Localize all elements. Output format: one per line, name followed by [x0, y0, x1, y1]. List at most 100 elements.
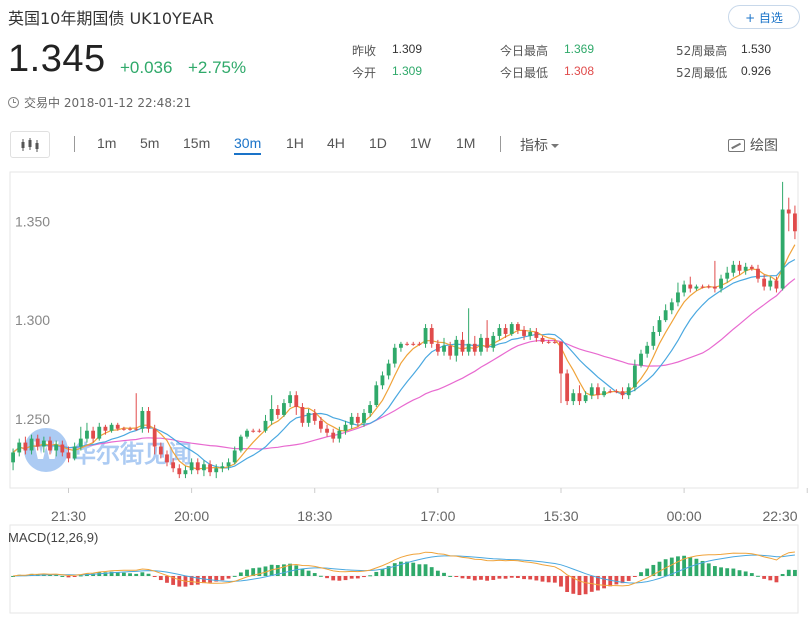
stat-day-high-value: 1.369: [564, 42, 595, 56]
y-tick-label: 1.250: [15, 411, 50, 427]
candle-body: [282, 403, 286, 415]
candle-body: [306, 412, 311, 423]
interval-1mo[interactable]: 1M: [456, 135, 476, 151]
candle-body: [688, 284, 693, 289]
toolbar-divider: [500, 136, 501, 152]
candle-body: [128, 428, 132, 430]
candle-body: [109, 424, 114, 431]
candle-body: [208, 464, 212, 473]
macd-histogram-bar: [251, 568, 256, 576]
candle-body: [72, 446, 77, 459]
macd-histogram-bar: [534, 576, 539, 581]
candle-body: [571, 393, 576, 402]
candle-body: [589, 387, 594, 396]
chart-toolbar: 1m 5m 15m 30m 1H 4H 1D 1W 1M 指标 绘图: [8, 130, 800, 160]
macd-histogram-bar: [238, 572, 243, 576]
candle-body: [251, 430, 256, 432]
instrument-title: 英国10年期国债 UK10YEAR: [8, 9, 214, 28]
stat-prev-close-label: 昨收: [352, 44, 377, 58]
stat-52w-high-label: 52周最高: [676, 44, 728, 58]
candle-body: [682, 284, 687, 293]
macd-histogram-bar: [288, 563, 293, 576]
candle-body: [23, 442, 28, 451]
macd-histogram-bar: [282, 564, 286, 576]
candle-body: [78, 438, 83, 447]
candle-body: [232, 450, 237, 463]
x-tick-label: 17:00: [420, 508, 455, 524]
candle-body: [645, 345, 650, 354]
candle-body: [54, 444, 59, 451]
macd-histogram-bar: [540, 576, 545, 582]
candle-body: [706, 286, 711, 288]
candle-body: [565, 373, 570, 402]
candle-body: [676, 292, 680, 303]
candle-body: [577, 393, 582, 402]
candle-body: [737, 264, 742, 271]
candle-body: [318, 420, 323, 429]
interval-1m[interactable]: 1m: [97, 135, 117, 151]
candle-body: [786, 209, 791, 214]
macd-histogram-bar: [128, 573, 132, 576]
candle-body: [355, 416, 360, 423]
macd-histogram-bar: [639, 572, 643, 576]
candlestick-type-button[interactable]: [10, 131, 50, 158]
macd-histogram-bar: [669, 557, 674, 576]
interval-5m[interactable]: 5m: [140, 135, 160, 151]
macd-histogram-bar: [275, 565, 280, 576]
candle-body: [528, 331, 533, 336]
candlestick-icon: [21, 137, 39, 152]
candle-body: [620, 391, 625, 396]
interval-1w[interactable]: 1W: [410, 135, 431, 151]
candle-body: [614, 391, 619, 393]
macd-histogram-bar: [577, 576, 582, 596]
ma-fast-line: [12, 244, 796, 470]
candle-body: [300, 407, 305, 423]
interval-15m[interactable]: 15m: [183, 135, 211, 151]
macd-histogram-bar: [559, 576, 563, 587]
add-watchlist-button[interactable]: + 自选: [728, 5, 800, 29]
macd-histogram-bar: [749, 573, 754, 576]
trading-status: 交易中 2018-01-12 22:48:21: [8, 94, 191, 111]
candle-body: [479, 337, 483, 352]
macd-histogram-bar: [503, 576, 508, 579]
macd-histogram-bar: [103, 572, 108, 576]
macd-histogram-bar: [645, 568, 650, 576]
interval-1d[interactable]: 1D: [369, 135, 387, 151]
candle-body: [743, 266, 748, 271]
macd-histogram-bar: [54, 574, 59, 576]
macd-histogram-bar: [676, 556, 680, 576]
candle-body: [134, 428, 139, 430]
candle-body: [195, 462, 200, 471]
macd-histogram-bar: [485, 576, 490, 581]
macd-histogram-bar: [786, 569, 791, 576]
draw-button[interactable]: 绘图: [728, 135, 778, 155]
stat-52w-low-value: 0.926: [741, 64, 772, 78]
macd-histogram-bar: [374, 571, 379, 576]
macd-histogram-bar: [300, 569, 305, 576]
candle-body: [503, 328, 508, 334]
macd-histogram-bar: [460, 576, 465, 579]
candle-body: [294, 395, 299, 408]
candle-body: [509, 324, 514, 334]
candle-body: [189, 462, 194, 471]
candle-body: [768, 280, 773, 287]
candle-body: [368, 405, 373, 413]
macd-histogram-bar: [479, 576, 483, 580]
macd-histogram-bar: [565, 576, 570, 593]
candle-body: [288, 395, 293, 404]
indicator-dropdown[interactable]: 指标: [520, 135, 559, 155]
clock-icon: [8, 97, 19, 108]
macd-histogram-bar: [214, 576, 219, 582]
candle-body: [214, 468, 219, 473]
macd-histogram-bar: [140, 572, 145, 576]
interval-4h[interactable]: 4H: [327, 135, 345, 151]
candle-body: [226, 462, 231, 467]
candle-body: [103, 426, 108, 431]
candle-body: [17, 442, 22, 453]
interval-30m[interactable]: 30m: [234, 135, 262, 155]
interval-1h[interactable]: 1H: [286, 135, 304, 151]
macd-histogram-bar: [220, 576, 225, 581]
stat-52w-high-value: 1.530: [741, 42, 772, 56]
macd-histogram-bar: [257, 567, 262, 576]
